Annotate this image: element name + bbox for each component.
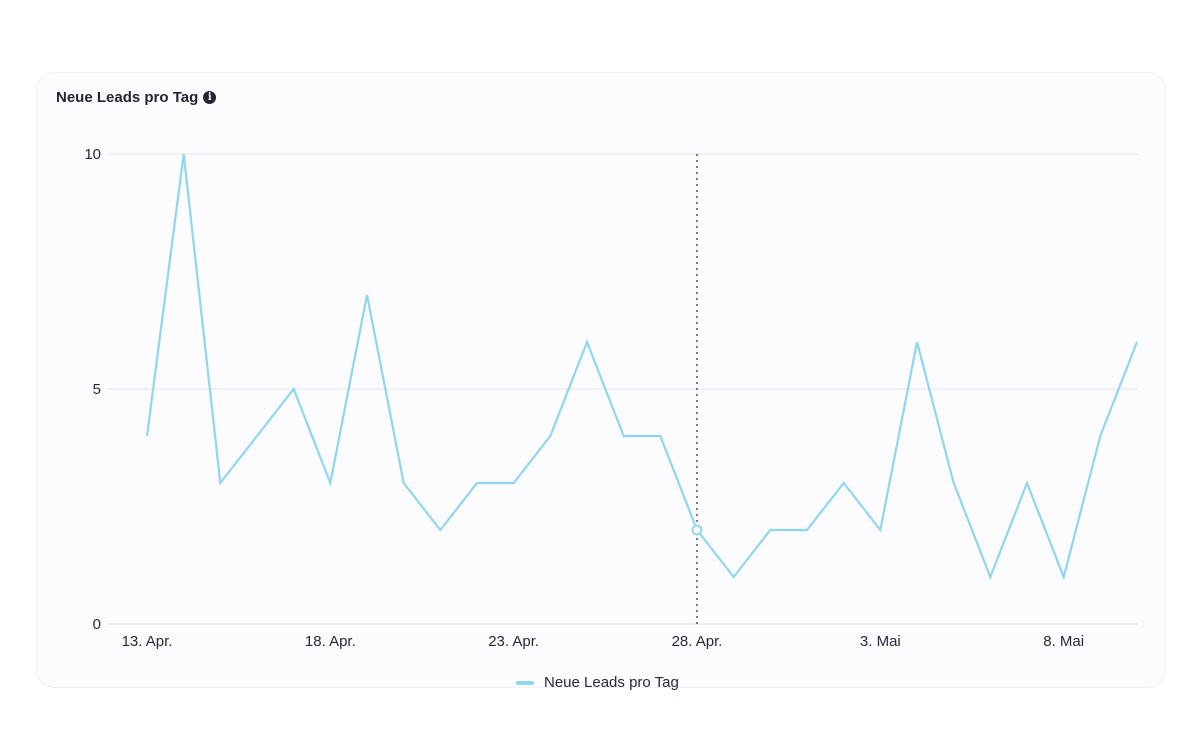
chart-title: Neue Leads pro Tag i [56, 89, 217, 106]
x-tick-label: 28. Apr. [672, 633, 723, 650]
x-tick-label: 23. Apr. [488, 633, 539, 650]
x-tick-label: 13. Apr. [122, 633, 173, 650]
chart-title-text: Neue Leads pro Tag [56, 89, 199, 106]
legend[interactable]: Neue Leads pro Tag [516, 674, 679, 691]
legend-swatch [516, 680, 534, 685]
x-tick-label: 8. Mai [1043, 633, 1084, 650]
y-tick-label: 0 [93, 616, 101, 633]
x-tick-label: 3. Mai [860, 633, 901, 650]
y-tick-label: 5 [93, 381, 101, 398]
series-line [145, 153, 1139, 581]
highlighted-point [691, 524, 703, 536]
info-icon[interactable]: i [203, 91, 217, 104]
y-tick-label: 10 [84, 146, 101, 163]
x-tick-label: 18. Apr. [305, 633, 356, 650]
legend-label: Neue Leads pro Tag [544, 674, 679, 691]
